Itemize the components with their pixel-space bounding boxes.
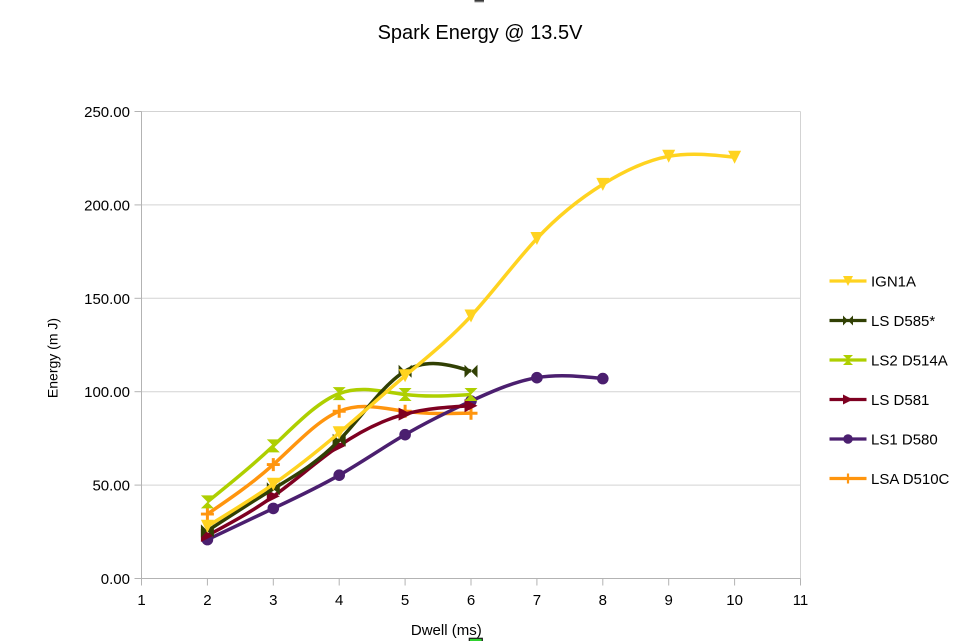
svg-text:LS1 D580: LS1 D580 bbox=[871, 432, 938, 449]
svg-text:4: 4 bbox=[335, 592, 343, 609]
svg-text:Energy (m J): Energy (m J) bbox=[45, 318, 61, 398]
svg-text:2: 2 bbox=[203, 592, 211, 609]
svg-text:8: 8 bbox=[599, 592, 607, 609]
svg-text:250.00: 250.00 bbox=[84, 104, 130, 121]
svg-text:IGN1A: IGN1A bbox=[871, 274, 916, 291]
svg-text:1: 1 bbox=[137, 592, 145, 609]
svg-text:200.00: 200.00 bbox=[84, 197, 130, 214]
svg-text:9: 9 bbox=[665, 592, 673, 609]
svg-text:Dwell (ms): Dwell (ms) bbox=[411, 622, 482, 639]
svg-text:7: 7 bbox=[533, 592, 541, 609]
svg-text:Spark Energy @ 13.5V: Spark Energy @ 13.5V bbox=[378, 22, 584, 44]
svg-text:3: 3 bbox=[269, 592, 277, 609]
svg-text:11: 11 bbox=[793, 592, 809, 609]
svg-text:LS2 D514A: LS2 D514A bbox=[871, 353, 948, 370]
svg-text:5: 5 bbox=[401, 592, 409, 609]
svg-text:LS D581: LS D581 bbox=[871, 392, 929, 409]
svg-text:LSA D510C: LSA D510C bbox=[871, 471, 950, 488]
svg-text:6: 6 bbox=[467, 592, 475, 609]
svg-text:10: 10 bbox=[726, 592, 743, 609]
svg-text:LS D585*: LS D585* bbox=[871, 313, 935, 330]
svg-text:100.00: 100.00 bbox=[84, 384, 130, 401]
svg-text:50.00: 50.00 bbox=[92, 478, 130, 495]
svg-text:150.00: 150.00 bbox=[84, 291, 130, 308]
svg-text:0.00: 0.00 bbox=[101, 571, 130, 588]
